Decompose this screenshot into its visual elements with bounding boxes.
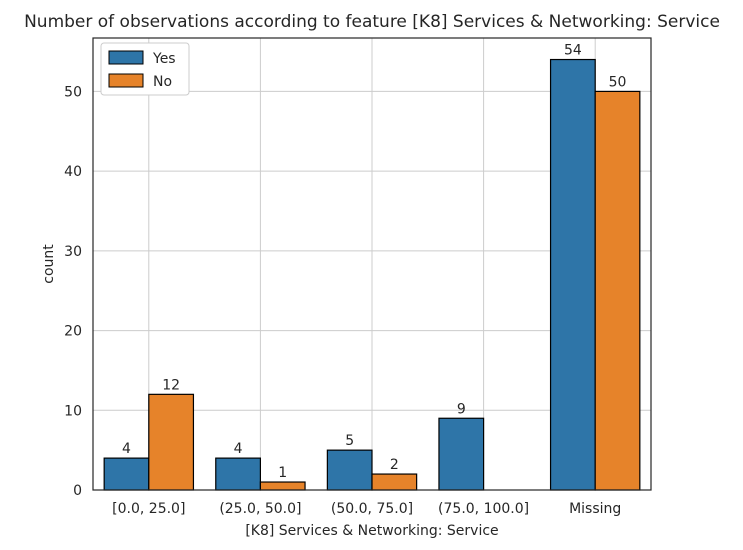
bar-yes xyxy=(103,457,150,491)
x-tick-label: Missing xyxy=(569,501,621,517)
bar-no xyxy=(371,473,418,491)
x-tick-label: [0.0, 25.0] xyxy=(112,501,185,517)
bar-yes xyxy=(215,457,261,491)
bar-yes xyxy=(549,58,596,491)
bar-value-label: 2 xyxy=(390,457,399,473)
bar-value-label: 50 xyxy=(609,74,627,90)
bar-value-label: 9 xyxy=(457,401,466,417)
x-tick-label: (75.0, 100.0] xyxy=(438,501,529,517)
bar-value-label: 4 xyxy=(234,441,243,457)
legend-label-yes: Yes xyxy=(152,51,176,67)
plot-frame xyxy=(92,37,652,491)
bars xyxy=(103,58,641,491)
y-tick-label: 20 xyxy=(64,324,82,340)
legend-swatch-no xyxy=(108,73,144,88)
y-tick-label: 40 xyxy=(64,164,82,180)
y-tick-label: 30 xyxy=(64,244,82,260)
legend-label-no: No xyxy=(153,74,172,90)
legend-swatch-yes xyxy=(108,50,144,65)
bar-value-label: 1 xyxy=(278,465,287,481)
bar-labels: 4 12 4 1 5 2 9 54 50 xyxy=(122,43,626,482)
bar-yes xyxy=(438,417,485,491)
x-tick-label: (25.0, 50.0] xyxy=(219,501,301,517)
y-tick-label: 50 xyxy=(64,84,82,100)
x-axis-label: [K8] Services & Networking: Service xyxy=(245,523,498,539)
bar-yes xyxy=(326,449,373,491)
bar-value-label: 5 xyxy=(345,433,354,449)
bar-no xyxy=(148,393,195,491)
legend: Yes No xyxy=(100,42,190,96)
y-tick-label: 0 xyxy=(73,483,82,499)
bar-no xyxy=(259,481,306,491)
bar-value-label: 12 xyxy=(162,377,180,393)
x-tick-label: (50.0, 75.0] xyxy=(331,501,413,517)
y-axis-ticks: 0 10 20 30 40 50 xyxy=(64,84,82,499)
x-axis-ticks: [0.0, 25.0] (25.0, 50.0] (50.0, 75.0] (75.0… xyxy=(112,501,621,517)
y-tick-label: 10 xyxy=(64,403,82,419)
bar-value-label: 54 xyxy=(564,43,582,59)
bar-no xyxy=(594,90,641,491)
bar-value-label: 4 xyxy=(122,441,131,457)
chart-title: Number of observations according to feat… xyxy=(24,12,720,32)
y-axis-label: count xyxy=(41,244,57,284)
